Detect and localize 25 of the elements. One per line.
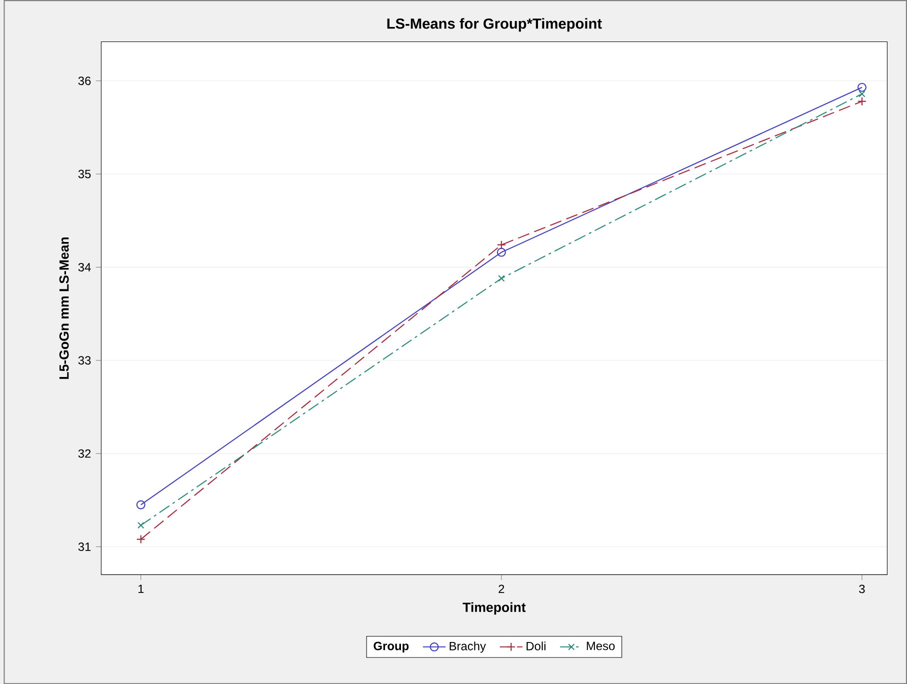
x-tick-label: 3 <box>859 584 865 594</box>
y-tick-label: 33 <box>78 356 91 365</box>
point <box>136 534 146 544</box>
point <box>857 96 866 106</box>
chart-title: LS-Means for Group*Timepoint <box>387 18 602 32</box>
legend-label: Meso <box>586 642 615 650</box>
point <box>496 240 506 250</box>
point <box>136 500 146 510</box>
point <box>496 248 506 257</box>
y-tick-label: 32 <box>78 449 91 458</box>
y-tick-label: 34 <box>78 262 91 272</box>
point <box>137 522 144 529</box>
point <box>857 82 866 92</box>
legend-label: Doli <box>526 642 546 650</box>
x-tick-label: 2 <box>498 584 504 593</box>
y-tick-label: 35 <box>78 170 91 178</box>
point <box>858 90 866 98</box>
x-tick-label: 1 <box>138 584 144 593</box>
point <box>498 274 505 282</box>
legend-label: Brachy <box>450 642 486 653</box>
legend-title: Group <box>374 642 409 652</box>
x-axis-title: Timepoint <box>462 602 526 615</box>
y-tick-label: 36 <box>78 76 91 86</box>
y-axis-title: L5-GoGn mm LS-Mean <box>59 237 69 379</box>
y-tick-label: 31 <box>78 542 91 551</box>
